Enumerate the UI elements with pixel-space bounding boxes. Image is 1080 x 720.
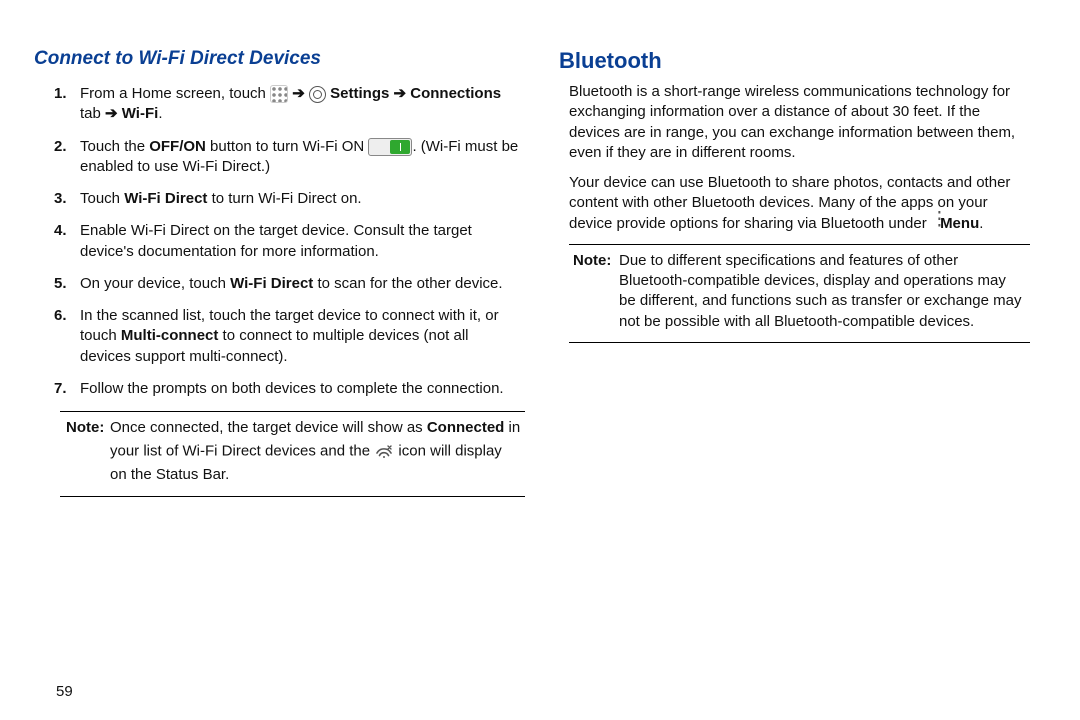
paragraph-text: .	[979, 215, 983, 232]
step-number: 7.	[54, 379, 67, 399]
paragraph: Your device can use Bluetooth to share p…	[569, 173, 1024, 234]
steps-list: 1. From a Home screen, touch ➔ Settings …	[30, 84, 525, 399]
wifi-direct-label: Wi-Fi Direct	[124, 190, 207, 207]
step-text: to turn Wi-Fi Direct on.	[207, 190, 361, 207]
wifi-direct-label: Wi-Fi Direct	[230, 275, 313, 292]
bluetooth-section-title: Bluetooth	[559, 48, 1050, 74]
offon-label: OFF/ON	[149, 138, 206, 155]
page: Connect to Wi-Fi Direct Devices 1. From …	[0, 0, 1080, 720]
divider	[60, 496, 525, 497]
settings-label: Settings	[330, 85, 389, 102]
step-number: 4.	[54, 221, 67, 241]
note-block: Note: Due to different specifications an…	[555, 244, 1050, 343]
note-text: Due to different specifications and feat…	[619, 252, 1021, 330]
multi-connect-label: Multi-connect	[121, 327, 219, 344]
arrow-icon: ➔	[288, 85, 309, 102]
paragraph: Bluetooth is a short-range wireless comm…	[569, 82, 1024, 163]
step-text: From a Home screen, touch	[80, 85, 270, 102]
step-text: Touch the	[80, 138, 149, 155]
step-text: Follow the prompts on both devices to co…	[80, 380, 504, 397]
step-text: Touch	[80, 190, 124, 207]
divider	[60, 411, 525, 412]
wifi-direct-section-title: Connect to Wi-Fi Direct Devices	[34, 48, 525, 70]
step-text: to scan for the other device.	[313, 275, 502, 292]
step-3: 3. Touch Wi-Fi Direct to turn Wi-Fi Dire…	[80, 189, 525, 209]
step-number: 6.	[54, 306, 67, 326]
note-label: Note:	[573, 251, 611, 271]
wifi-label: Wi-Fi	[122, 105, 159, 122]
left-column: Connect to Wi-Fi Direct Devices 1. From …	[30, 48, 525, 700]
connections-label: Connections	[410, 85, 501, 102]
arrow-icon: ➔	[389, 85, 410, 102]
step-number: 2.	[54, 137, 67, 157]
toggle-on-icon	[368, 138, 412, 156]
apps-icon	[270, 85, 288, 103]
arrow-icon: ➔	[105, 105, 122, 122]
step-text: Enable Wi-Fi Direct on the target device…	[80, 222, 472, 259]
step-2: 2. Touch the OFF/ON button to turn Wi-Fi…	[80, 137, 525, 178]
note-label: Note:	[66, 418, 104, 438]
note-block: Note: Once connected, the target device …	[30, 411, 525, 497]
note-text: Once connected, the target device will s…	[110, 419, 427, 436]
step-number: 5.	[54, 274, 67, 294]
wifi-direct-icon	[374, 440, 394, 467]
step-4: 4. Enable Wi-Fi Direct on the target dev…	[80, 221, 525, 262]
menu-icon	[931, 215, 936, 233]
divider	[569, 342, 1030, 343]
step-1: 1. From a Home screen, touch ➔ Settings …	[80, 84, 525, 125]
step-text: .	[158, 105, 162, 122]
step-5: 5. On your device, touch Wi-Fi Direct to…	[80, 274, 525, 294]
step-7: 7. Follow the prompts on both devices to…	[80, 379, 525, 399]
divider	[569, 244, 1030, 245]
page-number: 59	[56, 683, 73, 700]
step-text: tab	[80, 105, 105, 122]
step-number: 3.	[54, 189, 67, 209]
step-text: On your device, touch	[80, 275, 230, 292]
connected-label: Connected	[427, 419, 505, 436]
note-body: Note: Due to different specifications an…	[555, 251, 1030, 332]
note-body: Note: Once connected, the target device …	[30, 418, 525, 486]
step-6: 6. In the scanned list, touch the target…	[80, 306, 525, 367]
step-number: 1.	[54, 84, 67, 104]
gear-icon	[309, 86, 326, 103]
right-column: Bluetooth Bluetooth is a short-range wir…	[555, 48, 1050, 700]
step-text: button to turn Wi-Fi ON	[206, 138, 369, 155]
